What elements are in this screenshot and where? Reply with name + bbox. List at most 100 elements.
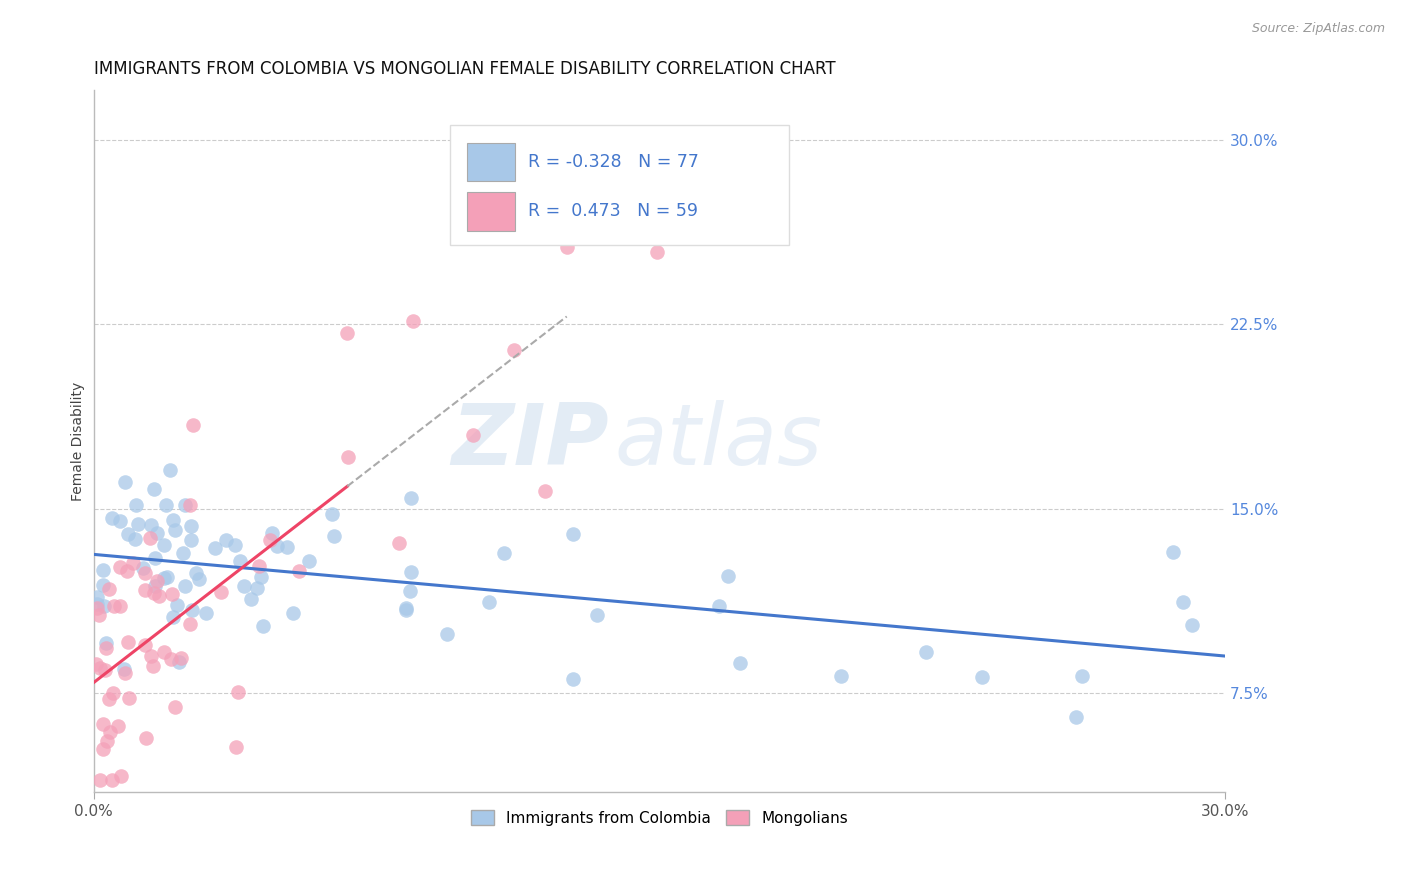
Point — [586, 608, 609, 623]
Point — [239, 591, 262, 606]
Point — [297, 554, 319, 568]
Point — [98, 691, 121, 706]
Point — [172, 546, 194, 560]
Point — [180, 533, 202, 548]
Point — [135, 731, 157, 746]
Point — [337, 450, 360, 465]
Point — [101, 511, 124, 525]
Point — [156, 570, 179, 584]
Point — [91, 716, 114, 731]
Point — [461, 427, 484, 442]
Point — [162, 609, 184, 624]
Point — [134, 566, 156, 580]
Point — [117, 527, 139, 541]
Point — [1071, 669, 1094, 683]
Point — [562, 672, 585, 686]
Point — [127, 517, 149, 532]
Text: R =  0.473   N = 59: R = 0.473 N = 59 — [529, 202, 699, 220]
Point — [180, 602, 202, 616]
Point — [562, 527, 585, 541]
Point — [555, 240, 578, 254]
Point — [970, 670, 993, 684]
Point — [86, 597, 108, 611]
Point — [645, 244, 668, 259]
Point — [266, 539, 288, 553]
Point — [224, 539, 246, 553]
Point — [101, 686, 124, 700]
Point — [114, 666, 136, 681]
Point — [142, 482, 165, 496]
Legend: Immigrants from Colombia, Mongolians: Immigrants from Colombia, Mongolians — [463, 802, 856, 833]
Point — [654, 182, 676, 196]
Point — [142, 658, 165, 673]
Point — [166, 598, 188, 612]
Point — [730, 657, 752, 671]
Point — [399, 583, 422, 598]
FancyBboxPatch shape — [467, 143, 515, 181]
Point — [830, 669, 852, 683]
Point — [402, 314, 425, 328]
Point — [252, 619, 274, 633]
Point — [194, 606, 217, 620]
Point — [478, 595, 501, 609]
Point — [110, 559, 132, 574]
Point — [145, 574, 167, 588]
Point — [110, 768, 132, 782]
Point — [336, 326, 359, 340]
Point — [114, 475, 136, 489]
Point — [399, 491, 422, 506]
Point — [134, 638, 156, 652]
Point — [187, 572, 209, 586]
Point — [139, 648, 162, 663]
Point — [179, 617, 201, 632]
Point — [250, 570, 273, 584]
Point — [915, 645, 938, 659]
Point — [87, 607, 110, 622]
Point — [163, 700, 186, 714]
Point — [139, 517, 162, 532]
Point — [179, 498, 201, 512]
Point — [115, 564, 138, 578]
Point — [143, 586, 166, 600]
Y-axis label: Female Disability: Female Disability — [72, 382, 86, 500]
Point — [162, 513, 184, 527]
Point — [160, 652, 183, 666]
Point — [155, 498, 177, 512]
Point — [180, 519, 202, 533]
Point — [215, 533, 238, 547]
Point — [228, 554, 250, 568]
FancyBboxPatch shape — [467, 192, 515, 231]
Point — [148, 589, 170, 603]
Point — [246, 582, 269, 596]
Point — [1163, 545, 1185, 559]
Point — [108, 599, 131, 613]
Point — [108, 514, 131, 528]
Point — [283, 606, 305, 620]
Point — [86, 591, 108, 605]
Point — [174, 579, 197, 593]
Point — [143, 551, 166, 566]
Point — [153, 538, 176, 552]
Point — [94, 641, 117, 656]
Point — [134, 583, 156, 598]
Point — [91, 578, 114, 592]
Point — [436, 627, 458, 641]
Point — [395, 602, 418, 616]
Point — [98, 725, 121, 739]
Point — [124, 533, 146, 547]
Text: IMMIGRANTS FROM COLOMBIA VS MONGOLIAN FEMALE DISABILITY CORRELATION CHART: IMMIGRANTS FROM COLOMBIA VS MONGOLIAN FE… — [94, 60, 835, 78]
Point — [103, 599, 125, 613]
Point — [125, 498, 148, 512]
Point — [209, 585, 232, 599]
Point — [146, 526, 169, 541]
Point — [143, 579, 166, 593]
Point — [93, 741, 115, 756]
Point — [153, 571, 176, 585]
Point — [288, 565, 311, 579]
Point — [395, 600, 418, 615]
Point — [247, 559, 270, 574]
Point — [163, 523, 186, 537]
Point — [94, 663, 117, 677]
Point — [93, 563, 115, 577]
Point — [132, 561, 155, 575]
